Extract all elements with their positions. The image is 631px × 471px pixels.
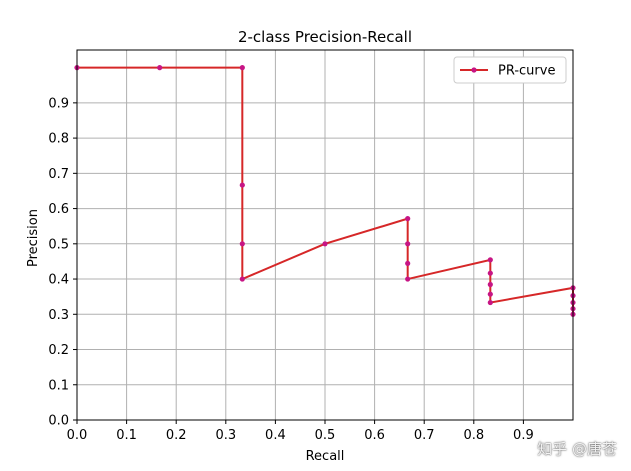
x-tick-label: 0.3: [215, 428, 236, 443]
y-axis-label: Precision: [26, 209, 41, 267]
pr-curve-point: [157, 65, 163, 71]
pr-curve-point: [487, 257, 493, 263]
watermark: 知乎 @唐苍: [537, 440, 617, 458]
pr-curve-point: [239, 276, 245, 282]
y-tick-label: 0.5: [48, 237, 69, 252]
pr-curve-point: [487, 299, 493, 306]
legend-label: PR-curve: [498, 64, 555, 79]
y-tick-label: 0.7: [48, 167, 69, 182]
pr-curve-point: [239, 241, 245, 247]
legend: PR-curve: [453, 56, 567, 84]
chart-title: 2-class Precision-Recall: [238, 28, 412, 46]
y-tick-label: 0.2: [48, 343, 69, 358]
legend-marker: [471, 67, 477, 73]
x-tick-label: 0.7: [414, 428, 435, 443]
pr-curve-point: [405, 241, 411, 247]
y-tick-label: 0.6: [48, 202, 69, 217]
pr-curve-point: [487, 270, 493, 276]
legend-box: [453, 56, 567, 84]
pr-curve-point: [405, 276, 411, 282]
pr-curve-point: [405, 216, 411, 222]
pr-curve-point: [239, 182, 245, 188]
x-tick-label: 0.4: [265, 428, 286, 443]
axes-frame: [76, 49, 574, 421]
grid-lines: [76, 50, 573, 421]
x-tick-label: 0.9: [513, 428, 534, 443]
x-tick-label: 0.2: [166, 428, 187, 443]
y-tick-label: 0.9: [48, 96, 69, 111]
y-tick-label: 0.4: [48, 273, 69, 288]
pr-curve-point: [487, 291, 493, 297]
x-tick-label: 0.1: [116, 428, 137, 443]
pr-curve-point: [322, 241, 328, 247]
x-tick-label: 0.0: [67, 428, 88, 443]
pr-curve-point: [405, 260, 411, 267]
pr-curve-point: [487, 281, 493, 288]
y-tick-label: 0.3: [48, 308, 69, 323]
x-axis-label: Recall: [306, 449, 345, 464]
y-tick-label: 0.8: [48, 132, 69, 147]
pr-curve-point: [239, 65, 245, 71]
x-tick-label: 0.8: [463, 428, 484, 443]
y-tick-label: 0.1: [48, 378, 69, 393]
x-tick-label: 0.6: [364, 428, 385, 443]
y-tick-label: 0.0: [48, 414, 69, 429]
x-tick-label: 0.5: [315, 428, 336, 443]
axis-ticks: 0.0 0.1 0.2 0.3 0.4 0.5 0.6 0.7 0.8 0.9 0.0 0.1 0.2 0…: [48, 96, 533, 443]
